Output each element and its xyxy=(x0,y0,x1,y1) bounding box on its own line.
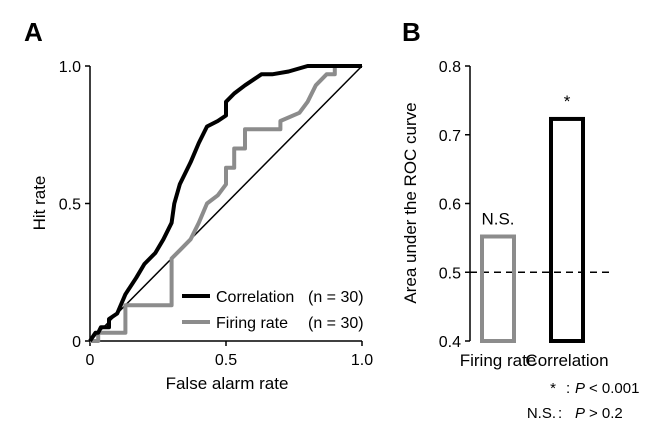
roc-y-tick-label: 0.5 xyxy=(59,197,81,214)
note-star-stat: P xyxy=(575,380,585,397)
panel-b-letter: B xyxy=(402,17,421,47)
significance-annotation-firing-rate: N.S. xyxy=(481,210,514,229)
category-label-correlation: Correlation xyxy=(525,351,608,370)
auc-y-tick-label: 0.7 xyxy=(439,128,461,145)
legend-label-correlation: Correlation xyxy=(216,289,294,306)
note-star-mark: * xyxy=(550,380,556,397)
panel-a-letter: A xyxy=(24,17,43,47)
roc-x-tick-label: 1.0 xyxy=(351,352,373,369)
chance-diagonal-line xyxy=(89,65,363,342)
roc-y-tick-label: 1.0 xyxy=(59,59,81,76)
roc-curve-correlation xyxy=(88,64,362,343)
auc-y-axis-title: Area under the ROC curve xyxy=(401,102,420,303)
note-ns-mark: N.S. xyxy=(527,405,556,422)
auc-y-tick-label: 0.5 xyxy=(439,265,461,282)
category-label-firing-rate: Firing rate xyxy=(460,351,537,370)
note-ns-rel: > 0.2 xyxy=(589,405,623,422)
auc-y-tick-label: 0.4 xyxy=(439,334,461,351)
roc-legend: Correlation (n = 30) Firing rate (n = 30… xyxy=(182,289,364,332)
bar-correlation xyxy=(549,116,585,343)
roc-y-axis-title: Hit rate xyxy=(30,176,49,231)
significance-note: * : P < 0.001 N.S. : P > 0.2 xyxy=(527,380,640,422)
roc-curve-firing-rate xyxy=(90,64,362,343)
roc-y-tick-label: 0 xyxy=(72,334,81,351)
note-star-rel: < 0.001 xyxy=(589,380,639,397)
roc-plot: 0 0.5 1.0 0 0.5 1.0 Hit rate False alarm rat… xyxy=(30,59,373,393)
auc-y-tick-label: 0.8 xyxy=(439,59,461,76)
auc-bar-chart: 0.4 0.5 0.6 0.7 0.8 Firing rate N.S. Correlati… xyxy=(401,59,639,422)
note-star-sep: : xyxy=(566,380,570,397)
note-ns-stat: P xyxy=(575,405,585,422)
bar-firing-rate xyxy=(480,234,516,343)
legend-n-firing-rate: (n = 30) xyxy=(308,315,364,332)
legend-n-correlation: (n = 30) xyxy=(308,289,364,306)
legend-label-firing-rate: Firing rate xyxy=(216,315,288,332)
roc-x-tick-label: 0 xyxy=(86,352,95,369)
roc-x-axis-title: False alarm rate xyxy=(166,374,289,393)
note-ns-sep: : xyxy=(558,405,562,422)
significance-annotation-correlation: * xyxy=(564,92,571,111)
roc-x-tick-label: 0.5 xyxy=(215,352,237,369)
auc-y-tick-label: 0.6 xyxy=(439,197,461,214)
